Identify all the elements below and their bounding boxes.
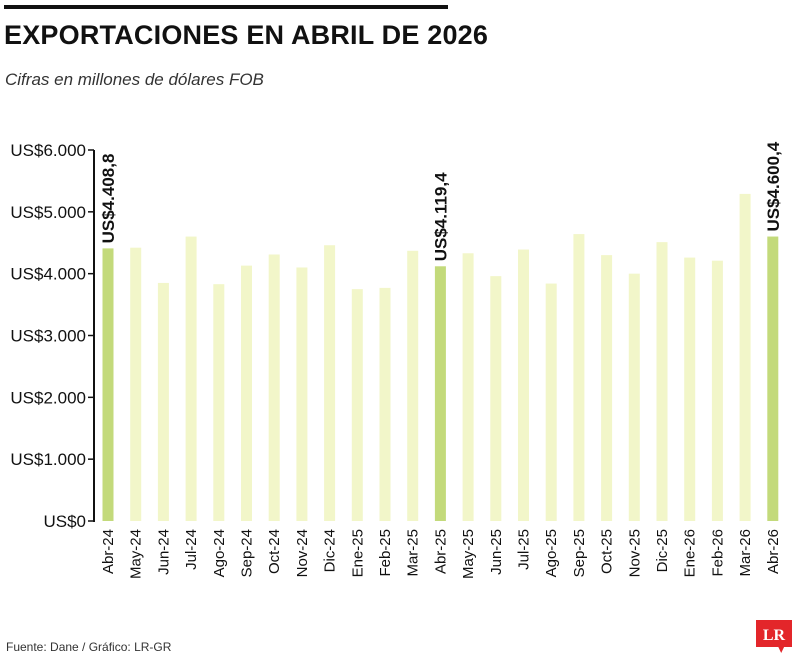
- bar-jun-24: [157, 282, 169, 521]
- x-tick-label: Oct-25: [599, 529, 616, 574]
- bar-chart: US$0 US$1.000 US$2.000 US$3.000 US$4.000 US$5…: [10, 141, 783, 579]
- bar-jul-25: [518, 249, 529, 521]
- x-tick-label: Abr-26: [765, 529, 782, 574]
- y-tick-label: US$4.000: [10, 265, 86, 284]
- bar-abr-25: [434, 266, 446, 521]
- y-axis-ticks: US$0 US$1.000 US$2.000 US$3.000 US$4.000 US$5…: [10, 141, 94, 531]
- x-tick-label: Mar-26: [737, 529, 754, 577]
- y-tick-label: US$0: [43, 512, 86, 531]
- x-tick-label: Nov-24: [294, 529, 311, 577]
- x-tick-label: Ago-24: [211, 529, 228, 577]
- data-label: US$4.408,8: [99, 154, 118, 244]
- x-tick-label: Jun-25: [488, 529, 505, 575]
- chart-subtitle: Cifras en millones de dólares FOB: [5, 70, 264, 89]
- bar-may-24: [130, 247, 142, 522]
- x-tick-label: Jul-25: [516, 529, 533, 570]
- bar-mar-26: [739, 193, 751, 521]
- bar-may-25: [462, 253, 474, 522]
- x-tick-label: Dic-25: [654, 529, 671, 572]
- x-tick-label: Jul-24: [183, 529, 200, 570]
- chart-title: EXPORTACIONES EN ABRIL DE 2026: [4, 20, 489, 50]
- bar-dic-25: [656, 242, 668, 522]
- bar-sep-25: [573, 234, 585, 521]
- y-tick-label: US$3.000: [10, 327, 86, 346]
- bar-jun-25: [490, 276, 502, 521]
- x-tick-label: Nov-25: [626, 529, 643, 577]
- x-tick-label: Sep-24: [239, 529, 256, 577]
- bar-dic-24: [324, 245, 336, 521]
- bar-ago-24: [213, 284, 225, 521]
- bar-nov-24: [296, 267, 308, 521]
- x-tick-label: Ago-25: [543, 529, 560, 577]
- bar-oct-25: [601, 255, 613, 521]
- x-tick-label: Jun-24: [155, 529, 172, 575]
- bar-oct-24: [268, 254, 280, 521]
- data-label: US$4.119,4: [431, 172, 450, 261]
- bar-ago-25: [545, 283, 557, 521]
- bar-jul-24: [185, 236, 197, 522]
- y-tick-label: US$2.000: [10, 388, 86, 407]
- x-tick-label: Dic-24: [322, 529, 339, 572]
- x-axis-ticks: Abr-24 May-24 Jun-24 Jul-24 Ago-24 Sep-24 Oct-…: [100, 529, 782, 579]
- x-tick-label: Feb-25: [377, 529, 394, 577]
- x-tick-label: Sep-25: [571, 529, 588, 577]
- y-tick-label: US$5.000: [10, 203, 86, 222]
- bars: [102, 193, 779, 522]
- bar-ene-25: [351, 289, 363, 521]
- x-tick-label: Mar-25: [405, 529, 422, 577]
- x-tick-label: Oct-24: [266, 529, 283, 574]
- x-tick-label: Ene-25: [349, 529, 366, 577]
- title-rule: [4, 5, 448, 9]
- data-labels: US$4.408,8 US$4.119,4 US$4.600,4: [99, 141, 783, 261]
- bar-sep-24: [241, 265, 252, 521]
- y-tick-label: US$1.000: [10, 450, 86, 469]
- bar-abr-24: [102, 248, 114, 521]
- x-tick-label: May-24: [128, 529, 145, 579]
- source-note: Fuente: Dane / Gráfico: LR-GR: [6, 640, 172, 654]
- bar-feb-26: [711, 260, 723, 521]
- data-label: US$4.600,4: [764, 141, 783, 231]
- x-tick-label: May-25: [460, 529, 477, 579]
- x-tick-label: Abr-25: [432, 529, 449, 574]
- bar-abr-26: [767, 236, 779, 521]
- lr-logo: LR: [756, 620, 792, 653]
- bar-feb-25: [379, 287, 391, 521]
- bar-mar-25: [407, 250, 419, 521]
- y-tick-label: US$6.000: [10, 141, 86, 160]
- bar-ene-26: [684, 257, 696, 521]
- x-tick-label: Feb-26: [709, 529, 726, 577]
- bar-nov-25: [628, 273, 640, 521]
- x-tick-label: Abr-24: [100, 529, 117, 574]
- x-tick-label: Ene-26: [682, 529, 699, 577]
